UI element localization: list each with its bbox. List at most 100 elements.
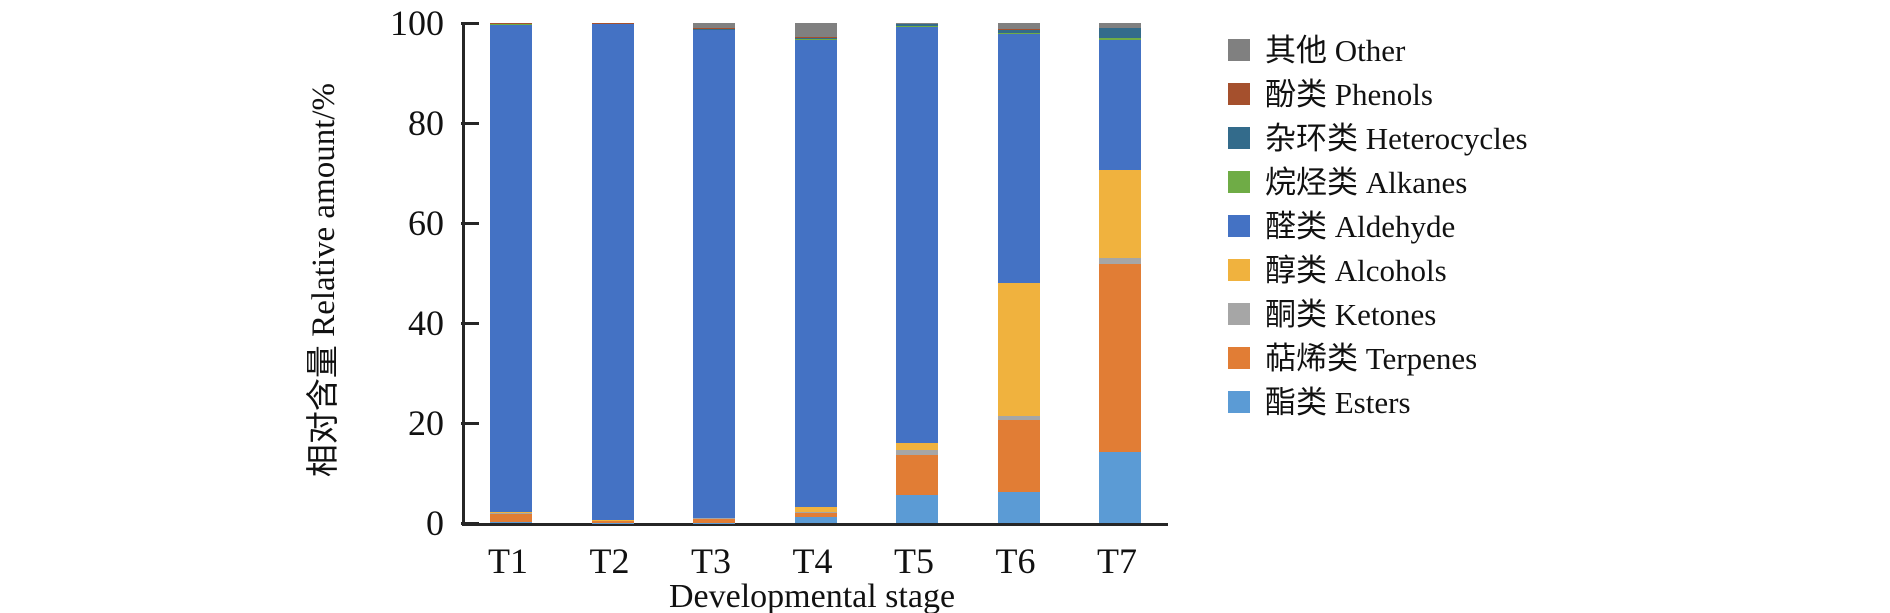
legend-item: 酚类 Phenols xyxy=(1228,72,1528,116)
x-tick-label-T6: T6 xyxy=(995,541,1036,581)
bar-T4-segment xyxy=(794,513,837,517)
bar-T1 xyxy=(490,23,532,523)
bar-T7 xyxy=(1099,23,1141,523)
y-tick-label: 0 xyxy=(426,503,444,543)
legend-swatch-icon xyxy=(1228,83,1250,105)
bar-T6-segment xyxy=(997,23,1040,29)
y-tick-label: 100 xyxy=(390,3,444,43)
bar-T7-segment xyxy=(1099,23,1141,28)
legend-label: 酮类 Ketones xyxy=(1265,296,1437,332)
bar-T1-segment xyxy=(490,514,532,522)
legend: 其他 Other 酚类 Phenols 杂环类 Heterocycles 烷烃类 Al… xyxy=(1228,28,1528,424)
bar-T5-segment xyxy=(896,495,938,523)
y-tick-label: 20 xyxy=(408,403,444,443)
bar-T3-segment xyxy=(693,29,735,30)
y-tick-label: 80 xyxy=(408,103,444,143)
legend-label: 醇类 Alcohols xyxy=(1265,252,1447,288)
legend-swatch-icon xyxy=(1228,127,1250,149)
bar-T5-segment xyxy=(896,26,938,27)
bar-T4 xyxy=(794,23,837,523)
bar-T6-segment xyxy=(997,29,1040,30)
bar-T4-segment xyxy=(794,39,837,507)
y-tick-mark xyxy=(461,221,479,225)
bar-T5-segment xyxy=(896,454,938,495)
legend-swatch-icon xyxy=(1228,215,1250,237)
bar-T4-segment xyxy=(794,39,837,40)
legend-swatch-icon xyxy=(1228,391,1250,413)
bar-T6-segment xyxy=(997,283,1040,416)
bar-T7-segment xyxy=(1099,28,1141,38)
bar-T6-segment xyxy=(997,30,1040,33)
bar-T7-segment xyxy=(1099,452,1141,523)
x-tick-label-T2: T2 xyxy=(589,541,630,581)
y-tick-mark xyxy=(461,321,479,325)
bar-T4-segment xyxy=(794,507,837,512)
legend-swatch-icon xyxy=(1228,171,1250,193)
legend-label: 烷烃类 Alkanes xyxy=(1265,164,1468,200)
bar-T3-segment xyxy=(693,30,735,518)
bar-T1-segment xyxy=(490,522,532,523)
x-tick-label-T3: T3 xyxy=(691,541,731,581)
y-tick-mark xyxy=(461,21,479,25)
bar-T1-segment xyxy=(490,24,532,512)
bar-T3-segment xyxy=(693,28,735,29)
bar-T4-segment xyxy=(794,512,837,513)
bar-T5-segment xyxy=(896,24,938,26)
bar-T6-segment xyxy=(997,419,1040,492)
bar-T7-segment xyxy=(1099,38,1141,40)
legend-label: 其他 Other xyxy=(1265,32,1406,68)
bar-T3-segment xyxy=(693,23,735,28)
bar-T6-segment xyxy=(997,491,1040,523)
bar-T7-segment xyxy=(1099,40,1141,170)
x-tick-label-T4: T4 xyxy=(792,541,833,581)
bar-T1-segment xyxy=(490,24,532,25)
bar-T6-segment xyxy=(997,416,1040,420)
bar-T4-segment xyxy=(794,23,837,37)
bar-T4-segment xyxy=(794,517,837,523)
bar-T7-segment xyxy=(1099,170,1141,258)
legend-label: 酚类 Phenols xyxy=(1265,76,1433,112)
bar-T5-segment xyxy=(896,26,938,443)
legend-item: 醇类 Alcohols xyxy=(1228,248,1528,292)
y-tick-mark xyxy=(461,521,479,525)
bar-T1-segment xyxy=(490,512,532,513)
bar-T4-segment xyxy=(794,37,837,38)
bar-T6-segment xyxy=(997,34,1040,283)
legend-item: 醛类 Aldehyde xyxy=(1228,204,1528,248)
bar-T3-segment xyxy=(693,522,735,523)
legend-swatch-icon xyxy=(1228,303,1250,325)
bar-T6-segment xyxy=(997,33,1040,34)
legend-item: 杂环类 Heterocycles xyxy=(1228,116,1528,160)
legend-item: 萜烯类 Terpenes xyxy=(1228,336,1528,380)
legend-swatch-icon xyxy=(1228,259,1250,281)
bar-T2-segment xyxy=(591,520,634,521)
legend-label: 醛类 Aldehyde xyxy=(1265,208,1456,244)
y-tick-label: 40 xyxy=(408,303,444,343)
legend-label: 杂环类 Heterocycles xyxy=(1265,120,1528,156)
legend-swatch-icon xyxy=(1228,347,1250,369)
bar-T6 xyxy=(997,23,1040,523)
bar-T3 xyxy=(693,23,735,523)
x-tick-label-T7: T7 xyxy=(1097,541,1137,581)
bar-T7-segment xyxy=(1099,264,1141,452)
bar-T3-segment xyxy=(693,517,735,518)
bar-T4-segment xyxy=(794,38,837,39)
bar-T5-segment xyxy=(896,450,938,455)
y-axis-title: 相对含量 Relative amount/% xyxy=(306,82,342,478)
bar-T3-segment xyxy=(693,29,735,30)
x-tick-label-T5: T5 xyxy=(894,541,934,581)
bar-T5-segment xyxy=(896,23,938,24)
plot-area xyxy=(461,21,1168,526)
bar-T2-segment xyxy=(591,520,634,521)
bar-T3-segment xyxy=(693,518,735,519)
bar-T3-segment xyxy=(693,518,735,523)
bar-T5-segment xyxy=(896,23,938,24)
bar-T5 xyxy=(896,23,938,523)
legend-label: 萜烯类 Terpenes xyxy=(1265,340,1478,376)
bar-T1-segment xyxy=(490,513,532,514)
bar-T5-segment xyxy=(896,442,938,450)
bar-T2-segment xyxy=(591,24,634,520)
bar-T7-segment xyxy=(1099,27,1141,28)
x-axis-title: Developmental stage xyxy=(668,578,956,613)
legend-item: 酮类 Ketones xyxy=(1228,292,1528,336)
